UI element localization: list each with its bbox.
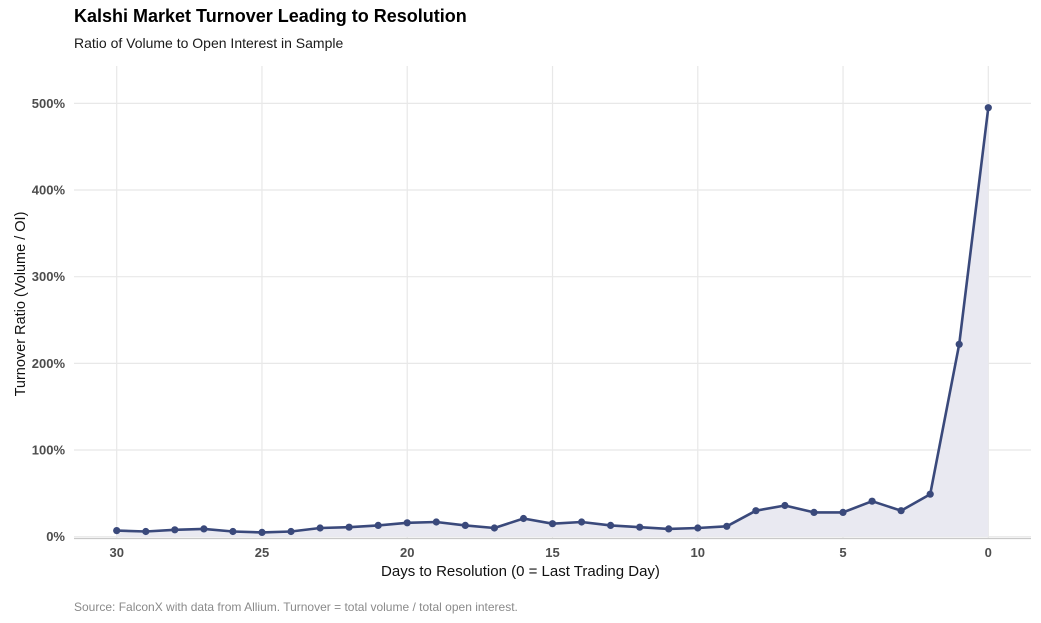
x-tick-label: 20 bbox=[400, 545, 414, 560]
data-point bbox=[490, 524, 498, 532]
data-point bbox=[432, 518, 440, 526]
y-tick-label: 400% bbox=[32, 183, 66, 198]
data-point bbox=[955, 340, 963, 348]
data-point bbox=[752, 507, 760, 515]
data-point bbox=[810, 508, 818, 516]
x-tick-label: 10 bbox=[691, 545, 705, 560]
data-point bbox=[461, 521, 469, 530]
y-tick-label: 300% bbox=[32, 269, 66, 284]
chart-subtitle: Ratio of Volume to Open Interest in Samp… bbox=[74, 35, 344, 51]
data-point bbox=[200, 525, 208, 533]
data-point bbox=[926, 490, 934, 498]
data-point bbox=[984, 104, 992, 112]
y-tick-label: 500% bbox=[32, 96, 66, 111]
y-tick-label: 100% bbox=[32, 443, 66, 458]
x-tick-label: 15 bbox=[545, 545, 559, 560]
data-point bbox=[723, 522, 731, 530]
y-tick-label: 0% bbox=[46, 529, 65, 544]
data-point bbox=[578, 518, 586, 526]
data-point bbox=[636, 523, 644, 531]
x-axis-title: Days to Resolution (0 = Last Trading Day… bbox=[381, 563, 660, 580]
x-tick-label: 30 bbox=[109, 545, 123, 560]
source-caption: Source: FalconX with data from Allium. T… bbox=[74, 600, 518, 614]
data-point bbox=[548, 520, 557, 528]
data-point bbox=[519, 514, 528, 523]
data-point bbox=[171, 526, 179, 534]
data-point bbox=[113, 527, 121, 535]
y-tick-label: 200% bbox=[32, 356, 66, 371]
data-point bbox=[316, 524, 324, 532]
data-point bbox=[897, 507, 905, 515]
data-point bbox=[142, 527, 150, 536]
data-point bbox=[839, 508, 847, 516]
data-point bbox=[607, 521, 615, 530]
x-tick-label: 5 bbox=[839, 545, 846, 560]
data-point bbox=[694, 524, 702, 532]
data-point bbox=[258, 528, 266, 537]
data-point bbox=[287, 527, 295, 536]
data-point bbox=[345, 523, 353, 531]
data-point bbox=[781, 501, 789, 510]
data-point bbox=[665, 525, 673, 533]
y-axis-title: Turnover Ratio (Volume / OI) bbox=[13, 211, 29, 397]
data-point bbox=[868, 497, 876, 505]
x-tick-label: 0 bbox=[985, 545, 992, 560]
data-point bbox=[403, 519, 411, 527]
chart-title: Kalshi Market Turnover Leading to Resolu… bbox=[74, 6, 467, 26]
x-tick-label: 25 bbox=[255, 545, 269, 560]
data-point bbox=[229, 527, 237, 536]
data-point bbox=[374, 521, 382, 530]
